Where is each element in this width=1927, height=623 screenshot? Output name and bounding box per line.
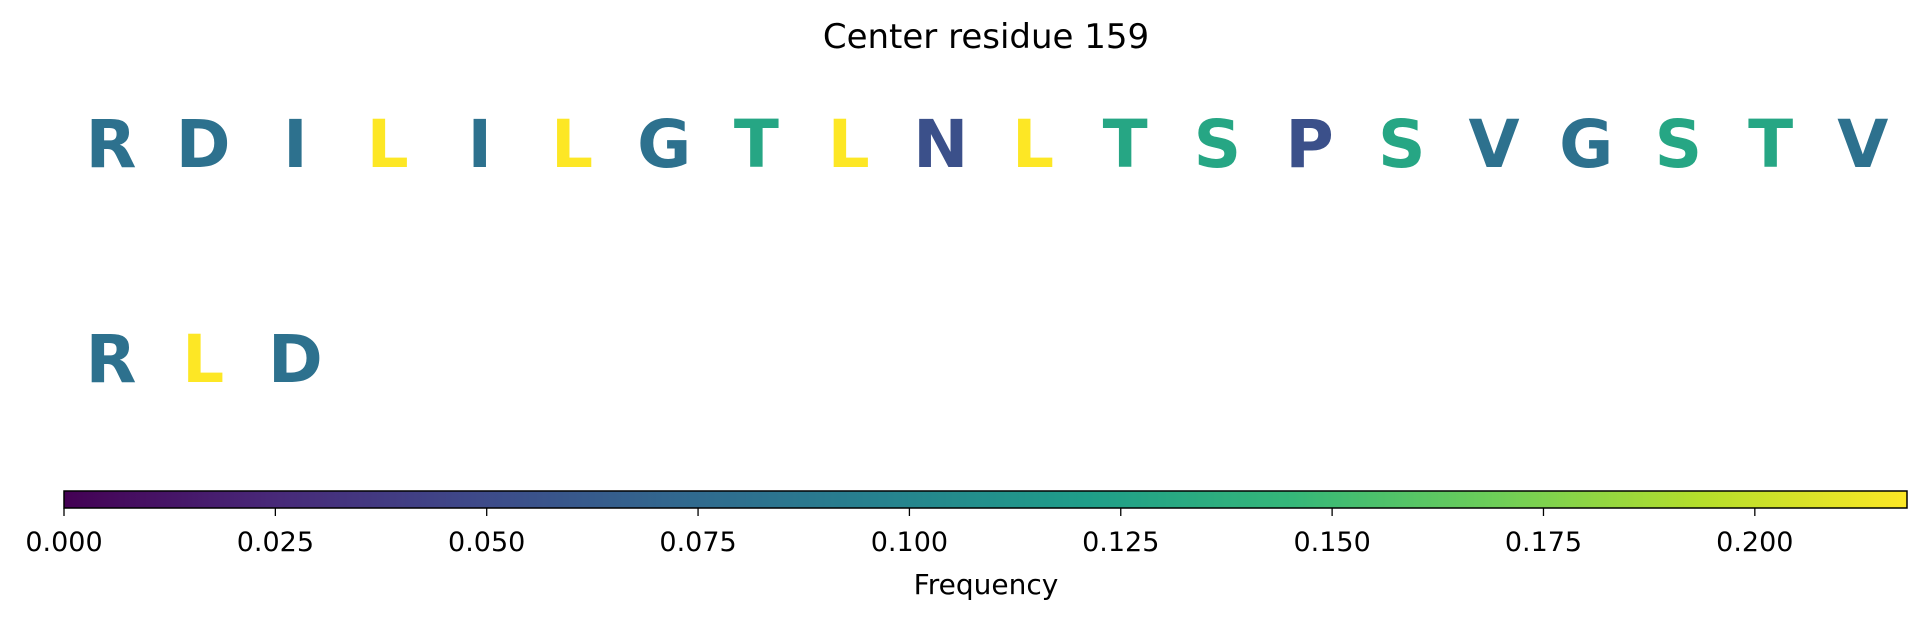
residue-letter: S (1194, 106, 1242, 183)
residue-letter: I (283, 106, 308, 183)
chart-title: Center residue 159 (823, 17, 1149, 57)
colorbar-gradient (63, 490, 1908, 509)
colorbar-tick-label: 0.175 (1505, 527, 1582, 558)
colorbar-tick-label: 0.100 (871, 527, 948, 558)
residue-letter: G (637, 106, 691, 183)
residue-letter: V (1837, 106, 1888, 183)
residue-letter: G (1559, 106, 1613, 183)
residue-letter: R (86, 106, 137, 183)
residue-letter: T (734, 106, 779, 183)
residue-letter: L (182, 321, 224, 398)
colorbar-tick-label: 0.150 (1293, 527, 1370, 558)
colorbar: 0.000 0.025 0.050 0.075 0.100 0.125 0.150 0.175… (25, 490, 1908, 558)
colorbar-tick-label: 0.025 (237, 527, 314, 558)
residue-letter: V (1468, 106, 1519, 183)
colorbar-tick-label: 0.050 (448, 527, 525, 558)
colorbar-tick-label: 0.200 (1716, 527, 1793, 558)
residue-letter: S (1655, 106, 1703, 183)
residue-letter: T (1748, 106, 1793, 183)
colorbar-label: Frequency (914, 568, 1059, 601)
residue-letter: I (468, 106, 493, 183)
residue-letter: L (367, 106, 409, 183)
residue-letter: T (1103, 106, 1148, 183)
residue-letter: L (551, 106, 593, 183)
residue-letter: R (86, 321, 137, 398)
residue-letter: S (1378, 106, 1426, 183)
residue-letter: D (268, 321, 323, 398)
residue-letter: L (1012, 106, 1054, 183)
residue-letter: D (176, 106, 231, 183)
residue-letter: P (1285, 106, 1333, 183)
colorbar-tick-label: 0.000 (25, 527, 102, 558)
letter-grid: R D I L I L G T L N L T S P S V G S T VR L D (86, 106, 1889, 398)
residue-letter: N (913, 106, 968, 183)
colorbar-tick-label: 0.125 (1082, 527, 1159, 558)
colorbar-tick-label: 0.075 (659, 527, 736, 558)
residue-letter: L (828, 106, 870, 183)
